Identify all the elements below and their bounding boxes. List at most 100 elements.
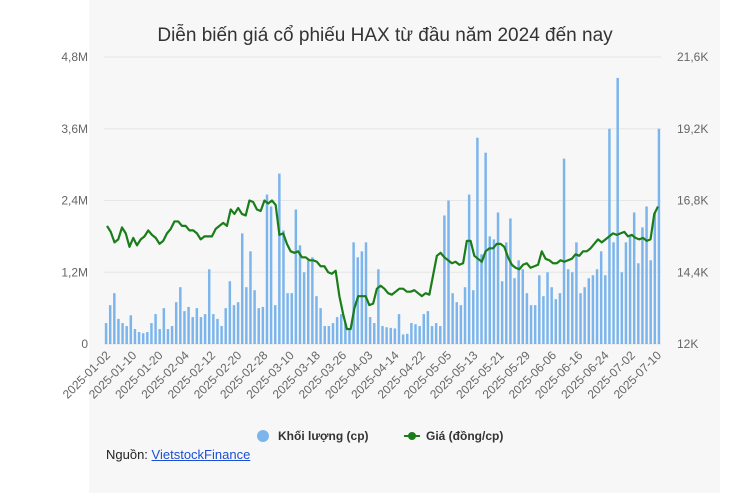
volume-bar <box>653 212 657 344</box>
volume-bar <box>649 260 652 344</box>
volume-bar <box>583 287 586 344</box>
volume-bar <box>278 173 281 344</box>
volume-bar <box>566 269 570 344</box>
volume-bar <box>632 212 636 344</box>
volume-bar <box>467 194 471 344</box>
volume-bar <box>443 215 446 344</box>
volume-bar <box>286 293 289 344</box>
volume-bar <box>253 290 256 344</box>
volume-bar <box>113 293 116 344</box>
volume-bar <box>121 323 124 344</box>
volume-bar <box>315 296 318 344</box>
volume-bar <box>117 318 120 344</box>
volume-bar <box>257 308 260 345</box>
volume-bar <box>455 302 459 344</box>
volume-bar <box>368 317 372 344</box>
volume-bar <box>282 230 285 344</box>
volume-bar <box>203 314 207 344</box>
volume-bar <box>364 242 368 344</box>
volume-bar <box>154 314 157 344</box>
volume-bar <box>344 323 347 344</box>
volume-bar <box>645 206 648 344</box>
volume-bar <box>327 326 331 344</box>
source-link[interactable]: VietstockFinance <box>151 447 251 462</box>
volume-bar <box>191 317 194 344</box>
volume-bar <box>406 333 409 344</box>
volume-bar <box>488 236 492 345</box>
volume-bar <box>525 293 529 344</box>
volume-bar <box>472 290 475 344</box>
volume-bar <box>228 281 232 344</box>
volume-bar <box>579 293 582 344</box>
volume-bar <box>529 305 533 344</box>
volume-bar <box>496 212 500 344</box>
y-left-tick-label: 2,4M <box>61 194 88 208</box>
volume-bar <box>319 308 322 345</box>
volume-bar <box>430 326 434 344</box>
volume-bar <box>422 314 425 344</box>
volume-bar <box>484 152 487 344</box>
volume-bar <box>150 323 153 344</box>
volume-bar <box>104 323 108 344</box>
volume-bar <box>624 242 628 344</box>
volume-bar <box>476 137 479 344</box>
volume-bar <box>434 323 438 344</box>
volume-bar <box>179 287 182 344</box>
volume-bar <box>381 326 384 344</box>
volume-bar <box>385 327 388 344</box>
y-right-tick-label: 16,8K <box>677 194 708 208</box>
volume-bar <box>542 296 545 344</box>
volume-bar <box>158 329 161 344</box>
volume-bar <box>269 206 273 344</box>
legend-item-price[interactable]: Giá (đồng/cp) <box>404 429 503 443</box>
volume-bar <box>273 305 277 344</box>
volume-bar <box>451 293 454 344</box>
legend-price-label: Giá (đồng/cp) <box>426 429 503 443</box>
volume-bar <box>146 332 149 344</box>
x-axis-ticks: 2025-01-022025-01-102025-01-202025-02-04… <box>60 348 665 402</box>
volume-bar <box>505 242 508 344</box>
volume-bar <box>558 293 562 344</box>
volume-bar <box>290 293 293 344</box>
volume-bar <box>439 326 442 344</box>
volume-bar <box>162 308 166 345</box>
volume-bar <box>294 209 298 344</box>
chart-title: Diễn biến giá cổ phiếu HAX từ đầu năm 20… <box>157 24 613 46</box>
y-right-tick-label: 19,2K <box>677 122 708 136</box>
volume-bar <box>249 251 252 344</box>
volume-bar <box>546 272 549 344</box>
volume-bar <box>657 128 661 344</box>
volume-bar <box>373 323 376 344</box>
volume-bar <box>125 326 128 344</box>
volume-bar <box>352 242 355 344</box>
volume-bar <box>174 302 178 344</box>
volume-bar <box>236 302 240 344</box>
volume-bar <box>463 287 467 344</box>
volume-bar <box>628 236 632 345</box>
volume-bar <box>620 272 624 344</box>
volume-bar <box>377 269 380 344</box>
legend-item-volume[interactable]: Khối lượng (cp) <box>257 429 369 443</box>
volume-bar <box>348 329 351 344</box>
volume-bar <box>133 329 137 344</box>
legend-volume-symbol <box>257 430 269 442</box>
volume-bar <box>414 324 417 344</box>
volume-bar <box>199 317 203 344</box>
volume-bar <box>562 158 566 344</box>
volume-bars <box>104 77 661 345</box>
legend[interactable]: Khối lượng (cp) Giá (đồng/cp) <box>257 429 503 443</box>
volume-bar <box>335 317 339 344</box>
y-right-tick-label: 12K <box>677 337 698 351</box>
volume-bar <box>500 281 504 344</box>
volume-bar <box>604 275 607 344</box>
volume-bar <box>575 242 578 344</box>
volume-bar <box>550 287 553 344</box>
y-left-tick-label: 1,2M <box>61 265 88 279</box>
volume-bar <box>517 260 520 344</box>
volume-bar <box>207 269 211 344</box>
volume-bar <box>245 287 248 344</box>
volume-bar <box>401 334 405 344</box>
volume-bar <box>418 326 421 344</box>
